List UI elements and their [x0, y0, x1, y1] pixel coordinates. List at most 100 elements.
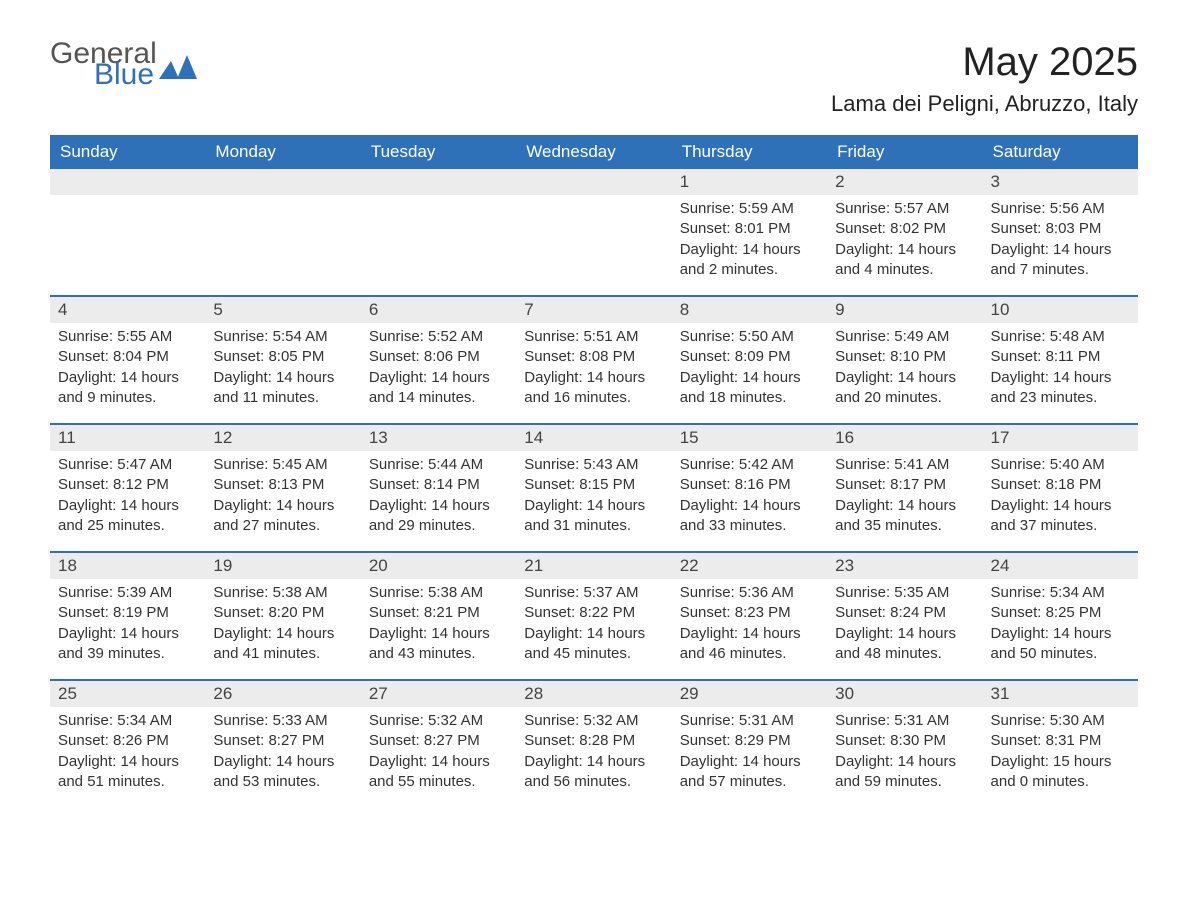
- calendar-cell: 17Sunrise: 5:40 AMSunset: 8:18 PMDayligh…: [983, 423, 1138, 551]
- calendar-cell: 3Sunrise: 5:56 AMSunset: 8:03 PMDaylight…: [983, 169, 1138, 295]
- day-number: 4: [50, 295, 205, 323]
- sunset-line: Sunset: 8:16 PM: [680, 475, 819, 495]
- logo-text-blue: Blue: [94, 61, 157, 88]
- day-details: Sunrise: 5:47 AMSunset: 8:12 PMDaylight:…: [50, 451, 205, 540]
- day-number: 23: [827, 551, 982, 579]
- sunset-line: Sunset: 8:27 PM: [369, 731, 508, 751]
- day-details: Sunrise: 5:39 AMSunset: 8:19 PMDaylight:…: [50, 579, 205, 668]
- day-details: Sunrise: 5:43 AMSunset: 8:15 PMDaylight:…: [516, 451, 671, 540]
- day-details: Sunrise: 5:37 AMSunset: 8:22 PMDaylight:…: [516, 579, 671, 668]
- day-number: 3: [983, 169, 1138, 195]
- sunrise-line: Sunrise: 5:43 AM: [524, 455, 663, 475]
- day-details: Sunrise: 5:34 AMSunset: 8:25 PMDaylight:…: [983, 579, 1138, 668]
- sunrise-line: Sunrise: 5:49 AM: [835, 327, 974, 347]
- daylight-line: Daylight: 14 hours and 37 minutes.: [991, 496, 1130, 537]
- day-details: Sunrise: 5:55 AMSunset: 8:04 PMDaylight:…: [50, 323, 205, 412]
- sunrise-line: Sunrise: 5:56 AM: [991, 199, 1130, 219]
- sunrise-line: Sunrise: 5:55 AM: [58, 327, 197, 347]
- sunset-line: Sunset: 8:11 PM: [991, 347, 1130, 367]
- calendar-cell: 10Sunrise: 5:48 AMSunset: 8:11 PMDayligh…: [983, 295, 1138, 423]
- daylight-line: Daylight: 14 hours and 41 minutes.: [213, 624, 352, 665]
- daylight-line: Daylight: 14 hours and 50 minutes.: [991, 624, 1130, 665]
- day-details: Sunrise: 5:49 AMSunset: 8:10 PMDaylight:…: [827, 323, 982, 412]
- day-number: 25: [50, 679, 205, 707]
- calendar-cell: 16Sunrise: 5:41 AMSunset: 8:17 PMDayligh…: [827, 423, 982, 551]
- location-subtitle: Lama dei Peligni, Abruzzo, Italy: [831, 91, 1138, 117]
- sunset-line: Sunset: 8:29 PM: [680, 731, 819, 751]
- day-details: Sunrise: 5:59 AMSunset: 8:01 PMDaylight:…: [672, 195, 827, 284]
- day-number: 18: [50, 551, 205, 579]
- day-number: 9: [827, 295, 982, 323]
- calendar-cell: 14Sunrise: 5:43 AMSunset: 8:15 PMDayligh…: [516, 423, 671, 551]
- sunrise-line: Sunrise: 5:30 AM: [991, 711, 1130, 731]
- daylight-line: Daylight: 14 hours and 23 minutes.: [991, 368, 1130, 409]
- logo: General Blue: [50, 40, 197, 88]
- daylight-line: Daylight: 14 hours and 16 minutes.: [524, 368, 663, 409]
- sunset-line: Sunset: 8:20 PM: [213, 603, 352, 623]
- calendar-cell: 5Sunrise: 5:54 AMSunset: 8:05 PMDaylight…: [205, 295, 360, 423]
- calendar-cell: 4Sunrise: 5:55 AMSunset: 8:04 PMDaylight…: [50, 295, 205, 423]
- sunset-line: Sunset: 8:08 PM: [524, 347, 663, 367]
- sunrise-line: Sunrise: 5:35 AM: [835, 583, 974, 603]
- daylight-line: Daylight: 14 hours and 11 minutes.: [213, 368, 352, 409]
- calendar-row: 1Sunrise: 5:59 AMSunset: 8:01 PMDaylight…: [50, 169, 1138, 295]
- sunset-line: Sunset: 8:05 PM: [213, 347, 352, 367]
- sunset-line: Sunset: 8:03 PM: [991, 219, 1130, 239]
- calendar-cell: 30Sunrise: 5:31 AMSunset: 8:30 PMDayligh…: [827, 679, 982, 807]
- day-number: 17: [983, 423, 1138, 451]
- calendar-cell: 9Sunrise: 5:49 AMSunset: 8:10 PMDaylight…: [827, 295, 982, 423]
- day-details: Sunrise: 5:45 AMSunset: 8:13 PMDaylight:…: [205, 451, 360, 540]
- day-details: Sunrise: 5:38 AMSunset: 8:21 PMDaylight:…: [361, 579, 516, 668]
- calendar-row: 18Sunrise: 5:39 AMSunset: 8:19 PMDayligh…: [50, 551, 1138, 679]
- day-number: 26: [205, 679, 360, 707]
- daylight-line: Daylight: 14 hours and 14 minutes.: [369, 368, 508, 409]
- calendar-cell: 20Sunrise: 5:38 AMSunset: 8:21 PMDayligh…: [361, 551, 516, 679]
- sunrise-line: Sunrise: 5:37 AM: [524, 583, 663, 603]
- day-details: Sunrise: 5:42 AMSunset: 8:16 PMDaylight:…: [672, 451, 827, 540]
- calendar-cell: 18Sunrise: 5:39 AMSunset: 8:19 PMDayligh…: [50, 551, 205, 679]
- day-details: Sunrise: 5:34 AMSunset: 8:26 PMDaylight:…: [50, 707, 205, 796]
- sunset-line: Sunset: 8:15 PM: [524, 475, 663, 495]
- sunrise-line: Sunrise: 5:31 AM: [835, 711, 974, 731]
- day-details: Sunrise: 5:33 AMSunset: 8:27 PMDaylight:…: [205, 707, 360, 796]
- calendar-cell: 1Sunrise: 5:59 AMSunset: 8:01 PMDaylight…: [672, 169, 827, 295]
- daylight-line: Daylight: 14 hours and 33 minutes.: [680, 496, 819, 537]
- daylight-line: Daylight: 14 hours and 56 minutes.: [524, 752, 663, 793]
- daylight-line: Daylight: 14 hours and 25 minutes.: [58, 496, 197, 537]
- weekday-header: Sunday: [50, 135, 205, 169]
- sunset-line: Sunset: 8:02 PM: [835, 219, 974, 239]
- empty-day-header: [516, 169, 671, 195]
- day-number: 27: [361, 679, 516, 707]
- weekday-header: Thursday: [672, 135, 827, 169]
- sunrise-line: Sunrise: 5:51 AM: [524, 327, 663, 347]
- daylight-line: Daylight: 14 hours and 9 minutes.: [58, 368, 197, 409]
- day-details: Sunrise: 5:57 AMSunset: 8:02 PMDaylight:…: [827, 195, 982, 284]
- daylight-line: Daylight: 14 hours and 48 minutes.: [835, 624, 974, 665]
- calendar-cell: [361, 169, 516, 295]
- sunset-line: Sunset: 8:26 PM: [58, 731, 197, 751]
- day-details: Sunrise: 5:51 AMSunset: 8:08 PMDaylight:…: [516, 323, 671, 412]
- daylight-line: Daylight: 14 hours and 55 minutes.: [369, 752, 508, 793]
- day-details: Sunrise: 5:31 AMSunset: 8:30 PMDaylight:…: [827, 707, 982, 796]
- day-details: Sunrise: 5:40 AMSunset: 8:18 PMDaylight:…: [983, 451, 1138, 540]
- day-number: 29: [672, 679, 827, 707]
- calendar-cell: 23 Sunrise: 5:35 AMSunset: 8:24 PMDayligh…: [827, 551, 982, 679]
- sunset-line: Sunset: 8:19 PM: [58, 603, 197, 623]
- sunset-line: Sunset: 8:28 PM: [524, 731, 663, 751]
- day-number: 24: [983, 551, 1138, 579]
- daylight-line: Daylight: 14 hours and 2 minutes.: [680, 240, 819, 281]
- day-number: 21: [516, 551, 671, 579]
- weekday-header: Friday: [827, 135, 982, 169]
- sunrise-line: Sunrise: 5:38 AM: [213, 583, 352, 603]
- sunset-line: Sunset: 8:23 PM: [680, 603, 819, 623]
- weekday-header: Tuesday: [361, 135, 516, 169]
- calendar-cell: 2Sunrise: 5:57 AMSunset: 8:02 PMDaylight…: [827, 169, 982, 295]
- calendar-cell: 8Sunrise: 5:50 AMSunset: 8:09 PMDaylight…: [672, 295, 827, 423]
- sunrise-line: Sunrise: 5:34 AM: [991, 583, 1130, 603]
- sunset-line: Sunset: 8:24 PM: [835, 603, 974, 623]
- day-number: 14: [516, 423, 671, 451]
- day-number: 20: [361, 551, 516, 579]
- sunset-line: Sunset: 8:21 PM: [369, 603, 508, 623]
- calendar-row: 4Sunrise: 5:55 AMSunset: 8:04 PMDaylight…: [50, 295, 1138, 423]
- sunset-line: Sunset: 8:22 PM: [524, 603, 663, 623]
